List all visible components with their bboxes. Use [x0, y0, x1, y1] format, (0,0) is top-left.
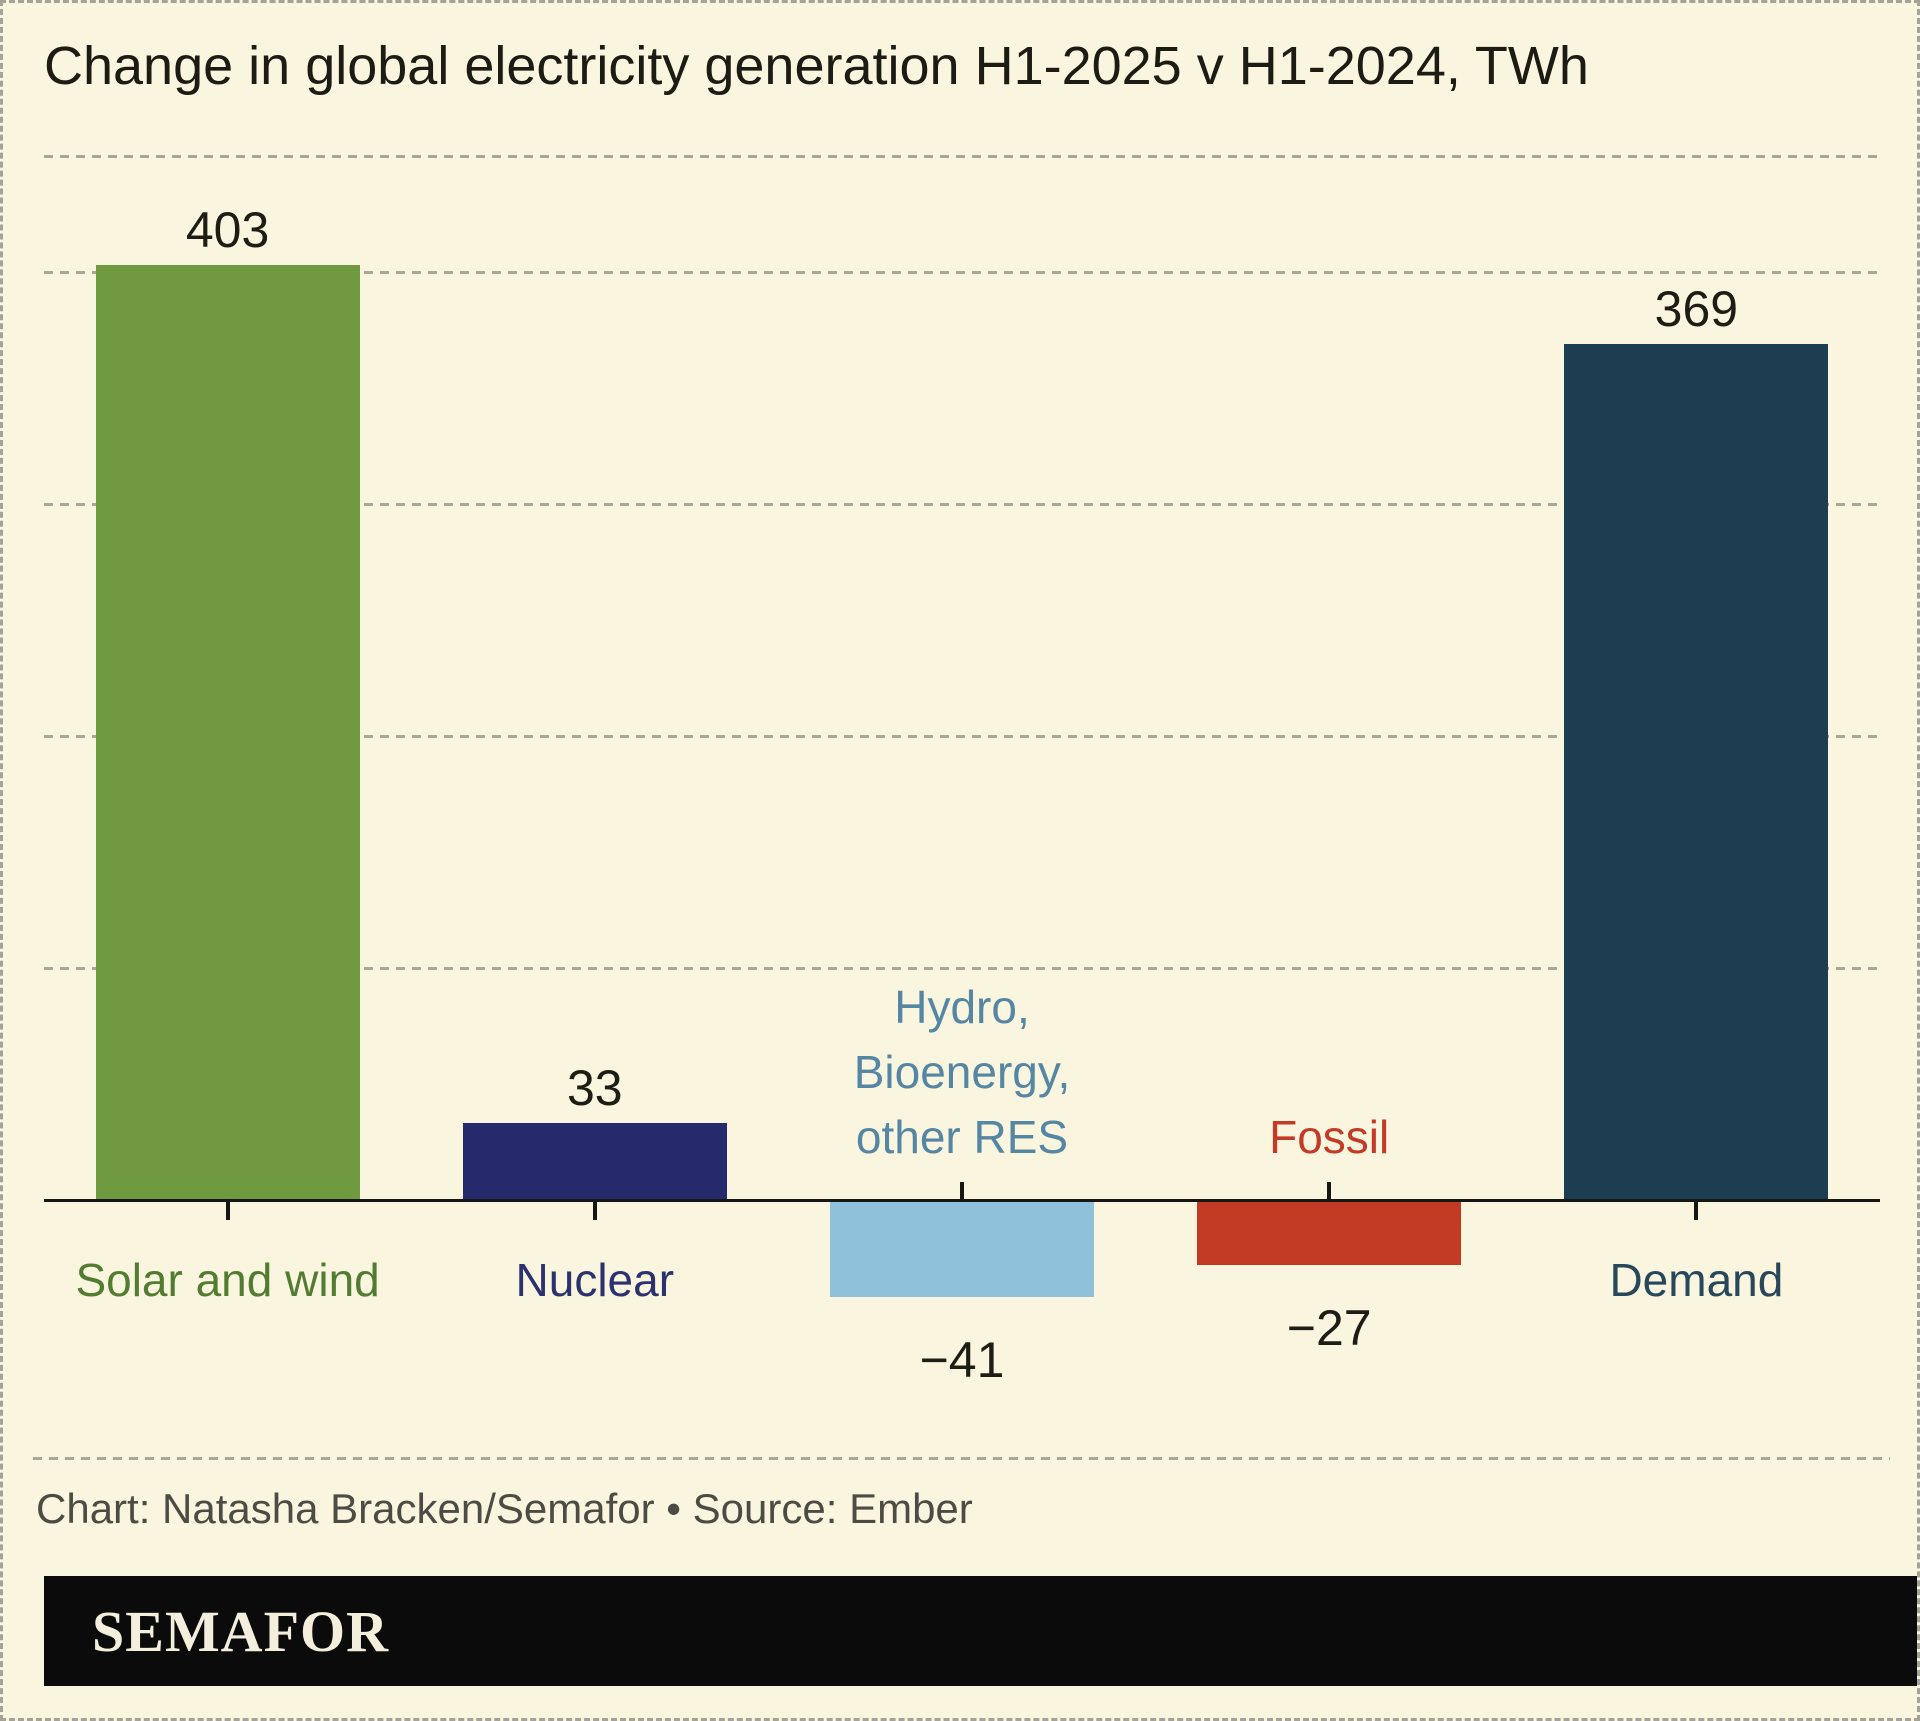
bar-value-label: 403 — [185, 202, 270, 259]
footer-bar: SEMAFOR — [44, 1576, 1917, 1686]
semafor-logo: SEMAFOR — [92, 1598, 389, 1664]
gridline — [44, 967, 1880, 970]
axis-tick — [592, 1202, 597, 1220]
axis-tick — [960, 1182, 964, 1200]
bar-category-label-line: Hydro, — [894, 981, 1030, 1033]
gridline — [44, 735, 1880, 738]
bar — [1197, 1202, 1462, 1265]
bar-category-label: Fossil — [1086, 1105, 1573, 1170]
bar-category-label: Demand — [1453, 1248, 1917, 1313]
footer-separator — [33, 1457, 1890, 1460]
axis-tick — [1694, 1202, 1699, 1220]
bar-category-label: Solar and wind — [3, 1248, 471, 1313]
bar-category-label-line: Fossil — [1269, 1111, 1390, 1163]
gridline — [44, 155, 1880, 158]
bar-category-label-line: other RES — [855, 1111, 1069, 1163]
bar-category-label-line: Nuclear — [515, 1254, 675, 1306]
bar-value-label: −41 — [919, 1332, 1005, 1389]
axis-tick — [225, 1202, 230, 1220]
bar — [462, 1123, 727, 1200]
gridline — [44, 503, 1880, 506]
bar — [95, 265, 360, 1200]
chart-caption: Chart: Natasha Bracken/Semafor • Source:… — [36, 1485, 973, 1532]
bar-category-label: Nuclear — [351, 1248, 838, 1313]
bar-category-label-line: Bioenergy, — [853, 1046, 1071, 1098]
bar-value-label: 369 — [1654, 280, 1739, 337]
x-axis-line — [44, 1199, 1880, 1202]
bar-value-label: 33 — [566, 1060, 623, 1117]
bar-value-label: −27 — [1286, 1299, 1372, 1356]
gridline — [44, 271, 1880, 274]
bar-category-label-line: Demand — [1609, 1254, 1784, 1306]
bar — [830, 1202, 1094, 1298]
axis-tick — [1327, 1182, 1332, 1200]
bar — [1564, 343, 1829, 1200]
bar-category-label-line: Solar and wind — [75, 1254, 380, 1306]
bar-category-label: Hydro, Bioenergy, other RES — [718, 975, 1205, 1170]
chart-title: Change in global electricity generation … — [44, 36, 1589, 96]
